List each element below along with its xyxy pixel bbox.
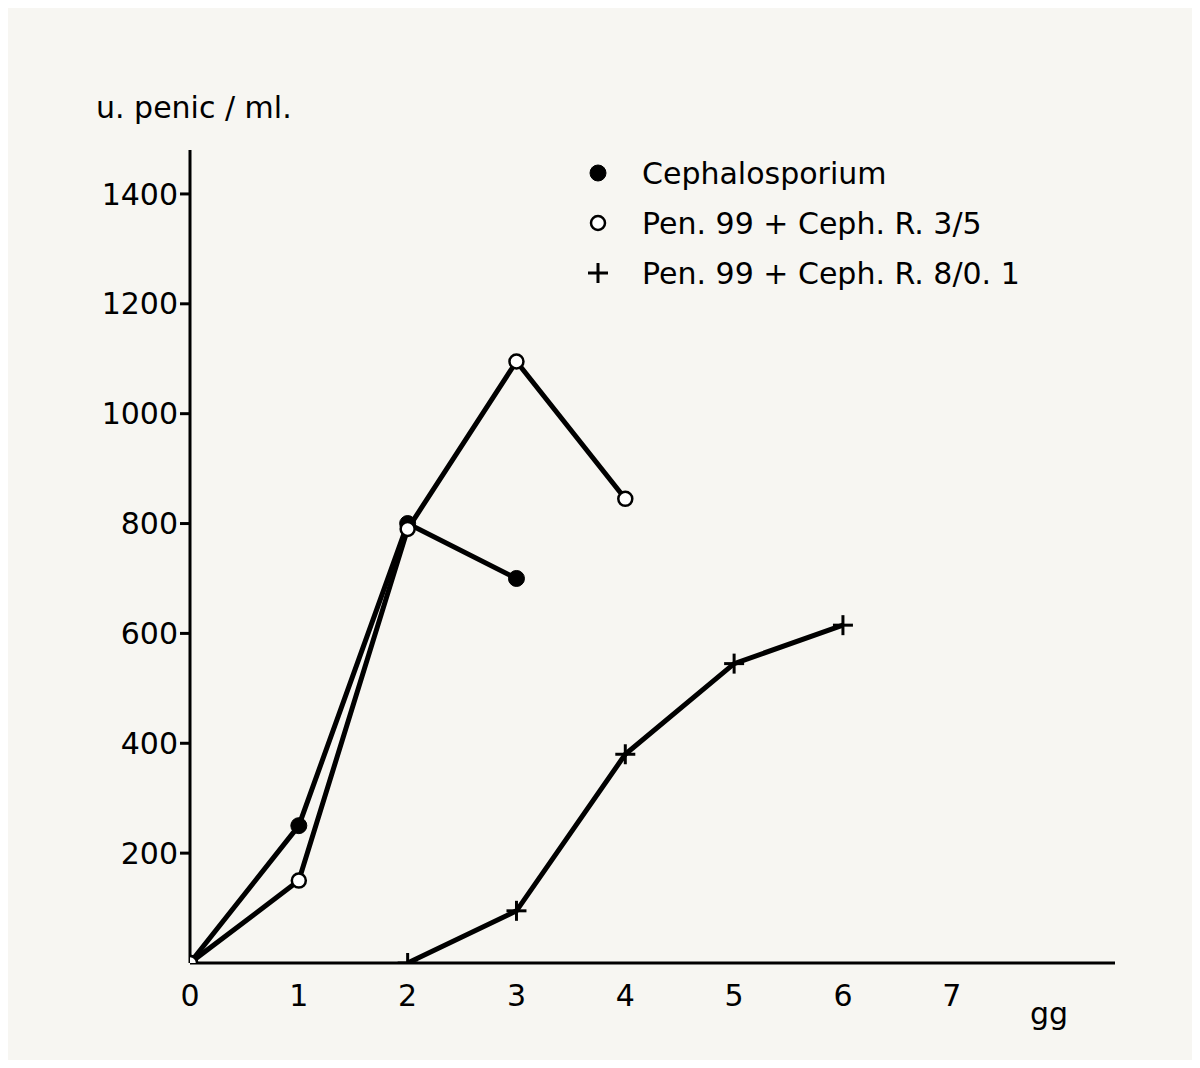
svg-text:400: 400: [121, 726, 178, 761]
svg-text:5: 5: [725, 978, 744, 1013]
svg-text:800: 800: [121, 506, 178, 541]
svg-text:0: 0: [180, 978, 199, 1013]
html-text:gg: gg: [1030, 996, 1069, 1031]
svg-text:6: 6: [833, 978, 852, 1013]
html-text:Cephalosporium: Cephalosporium: [642, 155, 887, 191]
svg-text:200: 200: [121, 836, 178, 871]
html-text:Pen. 99 + Ceph. R. 8/0. 1: Pen. 99 + Ceph. R. 8/0. 1: [642, 255, 1020, 291]
svg-text:1: 1: [289, 978, 308, 1013]
html-text:u. penic / ml.: u. penic / ml.: [96, 90, 292, 125]
svg-text:7: 7: [942, 978, 961, 1013]
svg-text:4: 4: [616, 978, 635, 1013]
svg-text:1400: 1400: [102, 177, 178, 212]
html-text:Pen. 99 + Ceph. R. 3/5: Pen. 99 + Ceph. R. 3/5: [642, 205, 982, 241]
svg-text:2: 2: [398, 978, 417, 1013]
svg-text:1200: 1200: [102, 286, 178, 321]
svg-text:3: 3: [507, 978, 526, 1013]
svg-text:600: 600: [121, 616, 178, 651]
svg-text:1000: 1000: [102, 396, 178, 431]
